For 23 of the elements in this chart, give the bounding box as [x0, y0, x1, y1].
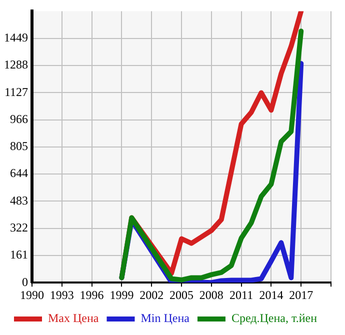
y-tick-label: 483 — [10, 193, 28, 208]
x-tick-label: 1999 — [110, 288, 134, 302]
y-tick-label: 1127 — [4, 84, 28, 99]
x-tick-label: 2011 — [230, 288, 254, 302]
y-tick-label: 1449 — [4, 30, 28, 44]
legend-label: Max Цена — [48, 311, 100, 326]
x-tick-label: 1993 — [50, 288, 74, 302]
x-tick-label: 2005 — [170, 288, 194, 302]
legend-label: Min Цена — [140, 311, 190, 326]
legend-label: Сред.Цена, т.йен — [231, 311, 318, 326]
y-tick-label: 966 — [10, 112, 28, 126]
y-tick-label: 1288 — [4, 58, 28, 72]
y-tick-label: 0 — [22, 274, 28, 289]
y-tick-label: 161 — [10, 248, 28, 262]
y-tick-label: 322 — [10, 220, 28, 234]
x-tick-label: 2014 — [259, 288, 284, 302]
x-tick-label: 2002 — [140, 288, 164, 302]
x-tick-label: 1990 — [20, 288, 44, 302]
y-tick-label: 644 — [10, 166, 28, 180]
y-tick-label: 805 — [10, 139, 28, 154]
x-tick-label: 2008 — [199, 288, 224, 302]
x-tick-label: 1996 — [80, 288, 104, 302]
x-tick-label: 2017 — [289, 288, 314, 302]
